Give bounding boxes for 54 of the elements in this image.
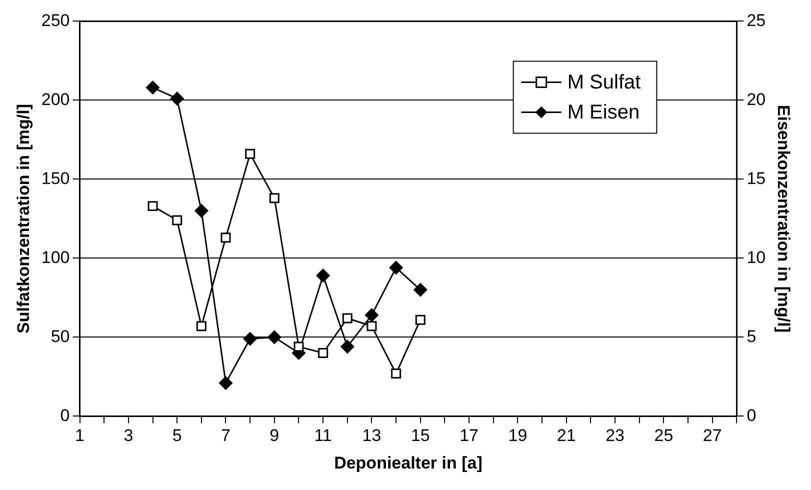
y2-tick-label: 25	[746, 10, 766, 30]
legend-label: M Sulfat	[567, 72, 642, 94]
y-tick-label: 250	[41, 10, 70, 30]
y2-tick-label: 5	[746, 326, 756, 346]
point	[364, 308, 378, 322]
x-tick-label: 7	[221, 426, 230, 446]
x-tick-label: 3	[124, 426, 134, 446]
x-axis-title: Deponiealter in [a]	[334, 453, 482, 472]
point	[148, 201, 158, 212]
x-tick-label: 17	[460, 426, 479, 446]
point	[316, 268, 330, 282]
y2-tick-label: 20	[746, 90, 766, 109]
y2-tick-label: 15	[746, 168, 766, 188]
point	[340, 340, 354, 354]
y-tick-label: 0	[60, 406, 70, 425]
point	[415, 314, 426, 325]
x-tick-label: 9	[270, 426, 280, 446]
x-tick-label: 5	[172, 426, 182, 446]
point	[194, 204, 208, 218]
point	[146, 80, 160, 94]
y-tick-label: 100	[41, 248, 70, 267]
point	[196, 321, 206, 332]
x-tick-label: 23	[606, 426, 624, 446]
point	[318, 348, 328, 358]
point	[389, 260, 403, 274]
point	[243, 332, 257, 346]
point	[268, 330, 282, 344]
point	[172, 215, 182, 226]
point	[414, 283, 428, 297]
point	[366, 321, 377, 332]
x-tick-label: 19	[508, 426, 528, 446]
point	[220, 232, 231, 243]
point	[245, 148, 256, 159]
y-axis-title: Sulfatkonzentration in [mg/l]	[14, 104, 33, 334]
x-tick-label: 15	[410, 426, 430, 446]
legend-label: M Eisen	[567, 102, 640, 124]
point	[269, 193, 280, 204]
point	[391, 368, 402, 379]
y-tick-label: 200	[41, 90, 70, 109]
point	[219, 376, 232, 390]
x-tick-label: 25	[654, 426, 674, 446]
y-tick-label: 50	[50, 326, 70, 346]
x-tick-label: 13	[362, 426, 382, 446]
x-tick-label: 11	[314, 426, 332, 446]
y-tick-label: 150	[41, 168, 70, 188]
x-tick-label: 1	[75, 426, 84, 446]
y2-axis-title: Eisenkonzentration in [mg/l]	[774, 104, 794, 333]
point	[342, 313, 352, 324]
x-tick-label: 27	[702, 426, 722, 446]
point	[170, 92, 184, 106]
x-tick-label: 21	[556, 426, 576, 446]
y2-tick-label: 0	[746, 406, 756, 425]
point	[294, 342, 304, 352]
y2-tick-label: 10	[746, 248, 766, 267]
